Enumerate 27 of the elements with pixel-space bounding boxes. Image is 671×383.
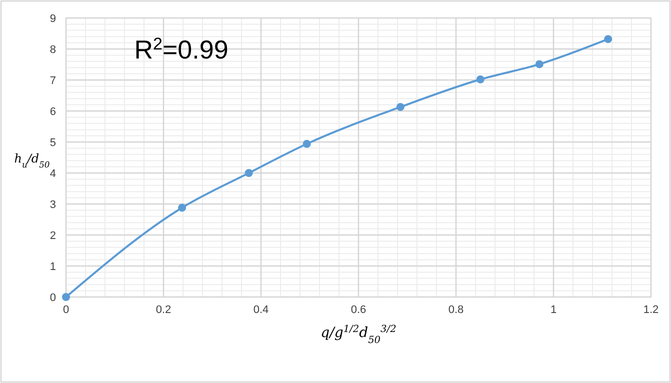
y-tick-label: 9 (50, 13, 56, 25)
point (604, 35, 612, 44)
x-tick-label: 0.6 (350, 304, 366, 316)
annotation: R$^{2}$=0.99 (134, 34, 228, 64)
x-tick-label: 0.2 (156, 304, 172, 316)
y-tick-label: 0 (50, 292, 56, 304)
y-tick-label: 1 (50, 261, 56, 273)
y-tick-label: 5 (50, 137, 56, 149)
point (302, 140, 311, 148)
x-tick-label: 1.2 (643, 304, 659, 316)
y-tick-label: 2 (50, 230, 56, 242)
point (178, 204, 186, 212)
point (396, 102, 404, 111)
point (62, 293, 70, 301)
y-tick-label: 8 (50, 44, 56, 56)
point (244, 169, 253, 177)
y-axis-title: h$_{u}$/d$_{50}$ (14, 152, 50, 170)
point (476, 75, 484, 84)
y-tick-label: 7 (50, 75, 56, 87)
x-tick-label: 0 (62, 304, 70, 316)
y-tick-label: 3 (50, 199, 56, 211)
x-tick-label: 0.8 (448, 304, 464, 316)
x-tick-label: 0.4 (253, 304, 269, 316)
y-tick-label: 4 (50, 168, 56, 180)
x-tick-label: 1 (550, 304, 557, 316)
y-tick-label: 6 (50, 106, 56, 118)
point (535, 60, 544, 68)
